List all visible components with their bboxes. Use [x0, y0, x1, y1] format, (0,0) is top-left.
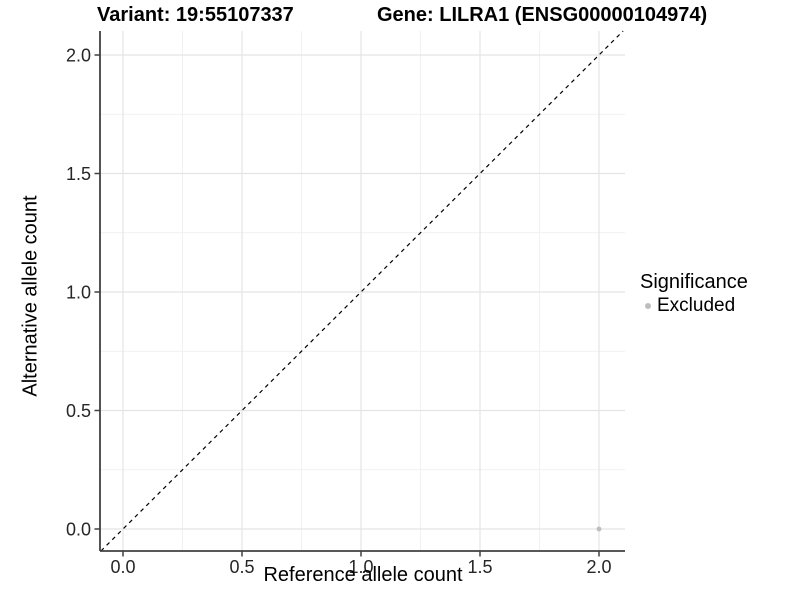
- y-tick-label: 1.5: [66, 164, 91, 184]
- y-tick-label: 0.0: [66, 520, 91, 540]
- x-tick-label: 0.0: [110, 557, 135, 577]
- y-tick-label: 0.5: [66, 401, 91, 421]
- y-tick-label: 1.0: [66, 283, 91, 303]
- x-tick-label: 1.5: [467, 557, 492, 577]
- variant-title: Variant: 19:55107337: [97, 4, 294, 26]
- y-tick-label: 2.0: [66, 46, 91, 66]
- x-tick-label: 0.5: [229, 557, 254, 577]
- legend-item-excluded: Excluded: [640, 295, 748, 317]
- x-axis-title: Reference allele count: [263, 564, 463, 586]
- legend: Significance Excluded: [640, 271, 748, 317]
- gene-title: Gene: LILRA1 (ENSG00000104974): [377, 4, 708, 26]
- x-tick-label: 1.0: [348, 557, 373, 577]
- legend-item-label: Excluded: [657, 295, 736, 316]
- excluded-marker-icon: [645, 303, 651, 309]
- x-tick-label: 2.0: [586, 557, 611, 577]
- legend-title: Significance: [640, 271, 748, 293]
- y-axis-title: Alternative allele count: [19, 195, 42, 397]
- identity-dashed-line: [100, 30, 624, 552]
- data-point: [596, 526, 602, 532]
